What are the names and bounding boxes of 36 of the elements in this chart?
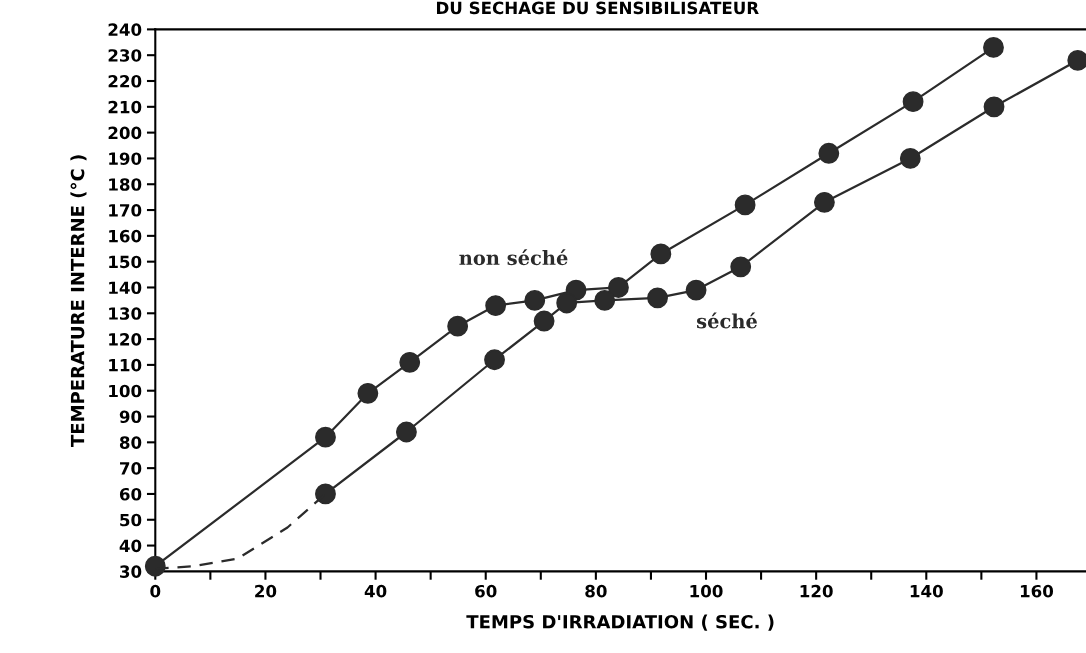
- y-tick-label: 170: [109, 204, 142, 217]
- y-tick-label: 80: [119, 436, 142, 449]
- series-label: non séché: [459, 249, 568, 266]
- y-tick-label: 150: [109, 255, 142, 269]
- x-axis-title: TEMPS D'IRRADIATION ( SEC. ): [466, 614, 774, 631]
- chart-title: DU SECHAGE DU SENSIBILISATEUR: [437, 1, 759, 15]
- x-tick-label: 120: [800, 584, 833, 598]
- x-tick-label: 160: [1020, 584, 1054, 598]
- series-label: séché: [696, 312, 757, 329]
- y-tick-label: 220: [108, 74, 142, 88]
- y-tick-label: 190: [109, 152, 142, 165]
- y-axis-title: TEMPERATURE INTERNE (°C ): [70, 155, 87, 447]
- x-tick-label: 80: [585, 584, 607, 598]
- y-tick-label: 110: [109, 358, 142, 372]
- y-tick-label: 140: [109, 281, 142, 295]
- y-tick-label: 120: [109, 333, 142, 346]
- y-tick-label: 230: [108, 49, 142, 62]
- y-tick-label: 240: [108, 23, 142, 36]
- x-tick-label: 100: [690, 584, 723, 598]
- y-tick-label: 90: [119, 410, 142, 424]
- y-tick-label: 160: [109, 229, 142, 243]
- x-tick-label: 60: [475, 584, 497, 598]
- y-tick-label: 40: [119, 539, 142, 553]
- y-tick-label: 50: [120, 513, 142, 527]
- x-tick-label: 0: [150, 584, 161, 598]
- x-tick-label: 140: [910, 584, 943, 598]
- y-tick-label: 60: [119, 487, 142, 501]
- y-tick-label: 70: [120, 462, 142, 475]
- x-tick-label: 20: [255, 584, 277, 598]
- y-tick-label: 130: [109, 307, 142, 320]
- y-tick-label: 180: [109, 178, 142, 191]
- x-tick-label: 40: [364, 584, 387, 598]
- y-tick-label: 210: [108, 100, 142, 114]
- y-tick-label: 100: [109, 384, 142, 398]
- y-tick-label: 30: [120, 565, 142, 578]
- y-tick-label: 200: [108, 126, 142, 140]
